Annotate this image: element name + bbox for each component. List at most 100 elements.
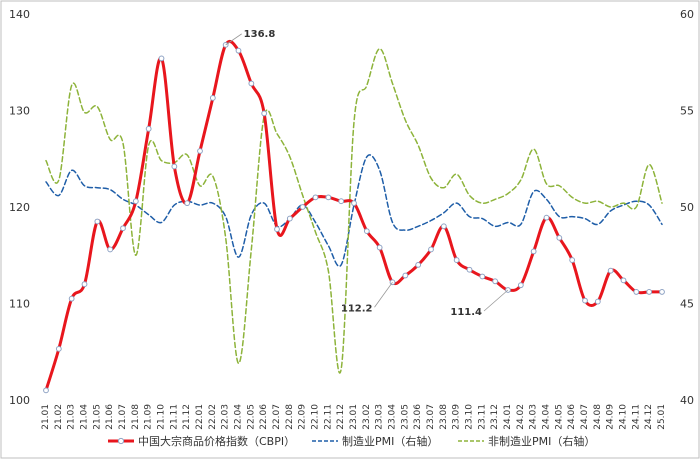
data-point xyxy=(197,148,203,154)
x-tick-label: 22.12 xyxy=(336,404,346,430)
data-point xyxy=(659,289,665,295)
x-tick-label: 21.06 xyxy=(105,404,115,430)
data-point xyxy=(556,234,563,241)
x-tick-label: 22.08 xyxy=(285,404,295,430)
y-left-tick-label: 140 xyxy=(9,8,30,21)
data-point xyxy=(428,246,434,253)
x-tick-label: 23.04 xyxy=(388,404,398,430)
data-point xyxy=(55,345,62,352)
data-point xyxy=(325,194,332,201)
annotation-label: 136.8 xyxy=(244,29,276,40)
data-point xyxy=(646,289,653,295)
annotation-label: 111.4 xyxy=(450,307,482,318)
data-point xyxy=(171,163,178,170)
x-tick-label: 24.08 xyxy=(593,404,603,430)
x-tick-label: 23.10 xyxy=(465,404,475,430)
x-tick-label: 23.07 xyxy=(426,404,436,430)
series-line xyxy=(45,47,663,374)
x-tick-label: 22.07 xyxy=(272,404,282,430)
x-tick-label: 21.01 xyxy=(41,404,51,430)
x-tick-label: 22.04 xyxy=(234,404,244,430)
data-point xyxy=(492,278,499,285)
data-point xyxy=(209,95,216,101)
data-point xyxy=(158,55,165,62)
x-tick-label: 22.05 xyxy=(246,404,256,430)
y-left-tick-label: 100 xyxy=(9,394,30,407)
x-tick-label: 22.02 xyxy=(208,404,218,430)
data-point xyxy=(261,110,268,117)
legend: 中国大宗商品价格指数（CBPI） 制造业PMI（右轴） 非制造业PMI（右轴） xyxy=(108,434,595,448)
x-tick-label: 24.09 xyxy=(606,404,616,430)
x-tick-label: 23.06 xyxy=(413,404,423,430)
y-right-tick-label: 60 xyxy=(680,8,694,21)
data-point xyxy=(466,266,473,273)
data-point xyxy=(286,215,293,222)
x-tick-label: 22.03 xyxy=(221,404,231,430)
legend-label: 制造业PMI（右轴） xyxy=(342,434,438,448)
x-tick-label: 21.12 xyxy=(182,404,192,430)
x-tick-label: 23.05 xyxy=(400,404,410,430)
y-axis-right: 40 45 50 55 60 xyxy=(680,8,694,407)
legend-label: 中国大宗商品价格指数（CBPI） xyxy=(138,434,295,448)
data-point xyxy=(402,272,409,279)
data-point xyxy=(94,218,101,225)
data-point xyxy=(569,257,576,263)
data-point xyxy=(479,273,486,280)
data-point xyxy=(453,257,460,263)
x-tick-label: 23.11 xyxy=(477,404,487,430)
x-axis: 21.01 21.02 21.03 21.04 21.05 21.06 21.07 21.08… xyxy=(41,404,667,430)
x-tick-label: 24.02 xyxy=(516,404,526,430)
x-tick-label: 24.11 xyxy=(631,404,641,430)
series-layer xyxy=(43,40,665,394)
y-left-tick-label: 130 xyxy=(9,105,30,118)
x-tick-label: 21.04 xyxy=(80,404,90,430)
x-tick-label: 21.10 xyxy=(157,404,167,430)
data-point xyxy=(274,226,280,233)
data-point xyxy=(440,223,447,230)
x-tick-label: 21.03 xyxy=(67,404,77,430)
data-point xyxy=(107,246,114,253)
data-point xyxy=(607,267,614,274)
data-point xyxy=(68,295,75,302)
data-point xyxy=(517,282,524,289)
annotation-leader xyxy=(374,282,393,308)
data-point xyxy=(633,289,640,295)
data-point xyxy=(184,200,191,207)
data-point xyxy=(235,47,242,54)
x-tick-label: 25.01 xyxy=(657,404,667,430)
legend-marker xyxy=(117,437,125,445)
y-right-tick-label: 55 xyxy=(680,105,694,118)
x-tick-label: 24.04 xyxy=(542,404,552,430)
y-right-tick-label: 50 xyxy=(680,201,694,214)
x-tick-label: 24.07 xyxy=(580,404,590,430)
x-tick-label: 22.01 xyxy=(195,404,205,430)
data-point xyxy=(43,387,49,394)
data-point xyxy=(132,198,139,205)
data-point xyxy=(81,281,88,288)
data-point xyxy=(543,214,550,221)
x-tick-label: 24.12 xyxy=(644,404,654,430)
data-point xyxy=(299,204,306,210)
y-right-tick-label: 45 xyxy=(680,298,694,311)
x-tick-label: 23.03 xyxy=(375,404,385,430)
x-tick-label: 23.02 xyxy=(362,404,372,430)
x-tick-label: 23.12 xyxy=(490,404,500,430)
annotation-label: 112.2 xyxy=(341,303,373,314)
legend-label: 非制造业PMI（右轴） xyxy=(488,434,595,448)
data-point xyxy=(248,80,255,87)
annotation-leader xyxy=(483,289,509,312)
x-tick-label: 22.10 xyxy=(311,404,321,430)
y-left-tick-label: 110 xyxy=(9,298,30,311)
x-tick-label: 21.05 xyxy=(92,404,102,430)
data-point xyxy=(415,262,422,268)
series-line xyxy=(44,40,664,392)
x-tick-label: 24.10 xyxy=(619,404,629,430)
x-tick-label: 21.08 xyxy=(131,404,141,430)
x-tick-label: 21.07 xyxy=(118,404,128,430)
data-point xyxy=(351,200,357,207)
data-point xyxy=(338,198,345,205)
x-tick-label: 22.06 xyxy=(259,404,269,430)
y-left-tick-label: 120 xyxy=(9,201,30,214)
x-tick-label: 23.09 xyxy=(452,404,462,430)
